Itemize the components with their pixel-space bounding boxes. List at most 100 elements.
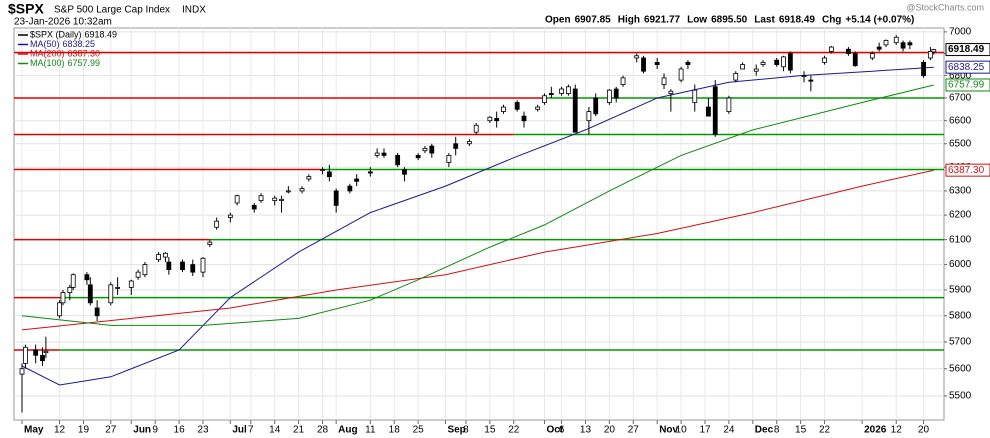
x-tick-label: 7 <box>248 425 254 436</box>
x-tick-label: 27 <box>628 425 640 436</box>
candle-body <box>494 118 500 122</box>
candle-body <box>234 195 240 204</box>
candle-body <box>180 261 185 271</box>
candle <box>668 89 674 112</box>
candle <box>487 116 493 123</box>
candle <box>108 282 114 306</box>
price-box <box>945 60 990 74</box>
candle-body <box>354 178 360 182</box>
candle-body <box>87 284 93 304</box>
candle-body <box>828 46 834 52</box>
candle <box>706 98 711 117</box>
candle <box>453 136 459 156</box>
candle-body <box>692 89 698 103</box>
candle-body <box>801 75 807 78</box>
candle-body <box>487 116 493 122</box>
candle-body <box>641 57 646 72</box>
candle <box>128 279 134 296</box>
candle-body <box>685 61 691 65</box>
candle-body <box>272 197 278 201</box>
x-tick-label: 25 <box>413 425 425 436</box>
candle <box>620 75 626 87</box>
candle <box>692 84 698 112</box>
x-tick-label: 22 <box>508 425 520 436</box>
candle-body <box>661 77 667 85</box>
candle <box>593 93 599 117</box>
candle <box>753 64 759 76</box>
x-tick-label: 24 <box>723 425 735 436</box>
candle-body <box>753 68 759 72</box>
candle <box>347 183 353 194</box>
candle-body <box>566 86 571 94</box>
candle-body <box>593 97 599 115</box>
candle <box>57 300 62 319</box>
candle-body <box>285 190 291 193</box>
candle-body <box>395 155 401 166</box>
candle-body <box>781 56 786 68</box>
candle <box>542 93 547 105</box>
candle <box>566 84 571 96</box>
candle-body <box>43 350 49 354</box>
price-box-label: 6387.30 <box>948 165 985 176</box>
candle <box>214 217 220 230</box>
candle <box>190 259 196 276</box>
y-tick-label: 6500 <box>949 138 972 149</box>
legend-value: 6387.30 <box>68 48 101 58</box>
candle <box>135 269 141 280</box>
candle <box>876 42 882 52</box>
candle <box>23 344 28 369</box>
candle <box>367 167 373 177</box>
x-tick-label: Dec <box>755 425 774 436</box>
candle-body <box>67 286 73 293</box>
candle-body <box>542 95 547 103</box>
candle <box>781 55 786 72</box>
candle-body <box>787 53 793 71</box>
candle-body <box>740 64 745 70</box>
candle-body <box>214 220 220 228</box>
candle-body <box>668 90 674 94</box>
legend-label: MA(50) <box>30 39 60 49</box>
candle <box>501 104 506 114</box>
quote-value: 6907.85 <box>575 15 612 26</box>
candle <box>395 153 401 168</box>
y-tick-label: 6600 <box>949 115 972 126</box>
candle-body <box>429 145 435 154</box>
x-tick-label: Sep <box>447 425 465 436</box>
x-tick-label: 9 <box>152 425 158 436</box>
quote-value: 6921.77 <box>644 15 681 26</box>
candle-body <box>733 73 739 81</box>
x-tick-label: Jul <box>232 425 247 436</box>
x-tick-label: 16 <box>174 425 186 436</box>
candle-body <box>876 46 882 50</box>
candle-body <box>94 307 100 317</box>
x-tick-label: Aug <box>338 425 357 436</box>
x-tick-label: 23 <box>197 425 209 436</box>
x-tick-label: May <box>24 425 44 436</box>
candle-body <box>726 97 732 112</box>
candle <box>320 167 325 175</box>
candle <box>156 252 162 263</box>
candle <box>641 55 646 74</box>
candle <box>828 45 834 54</box>
candle <box>415 153 421 161</box>
candle <box>740 62 745 70</box>
candle <box>142 262 148 278</box>
y-tick-label: 6800 <box>949 70 972 81</box>
x-tick-label: 15 <box>484 425 496 436</box>
candle-body <box>654 61 660 65</box>
candle-body <box>869 53 875 59</box>
candle-body <box>931 49 937 53</box>
candle <box>473 122 479 135</box>
x-tick-label: 11 <box>365 425 376 436</box>
x-tick-label: 6 <box>559 425 565 436</box>
candle <box>634 53 640 63</box>
candle <box>446 153 452 168</box>
candle-body <box>135 271 141 278</box>
candle <box>354 174 360 187</box>
candle-body <box>586 111 592 122</box>
candle <box>654 57 660 69</box>
x-tick-label: 8 <box>463 425 469 436</box>
candle-body <box>521 115 527 122</box>
candle <box>869 51 875 61</box>
candle <box>801 71 807 83</box>
